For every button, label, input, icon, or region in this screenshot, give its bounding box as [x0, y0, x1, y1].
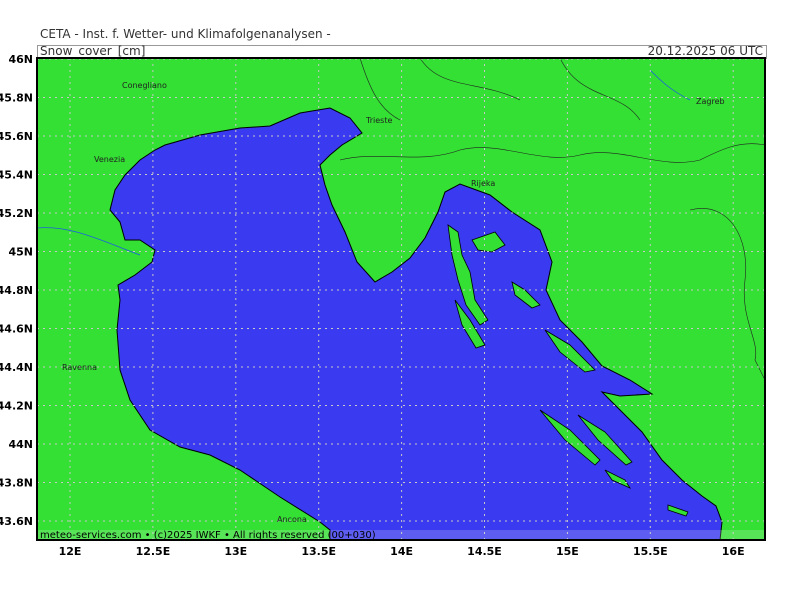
lon-tick-label: 14.5E	[467, 545, 502, 558]
island-small	[604, 469, 632, 489]
valid-time: 20.12.2025 06 UTC	[647, 44, 763, 58]
river-po	[36, 227, 141, 256]
figure-title: CETA - Inst. f. Wetter- und Klimafolgena…	[40, 27, 331, 41]
lat-tick-label: 45.8N	[0, 92, 33, 105]
lat-tick-label: 44.6N	[0, 323, 33, 336]
island-ugljan	[544, 329, 596, 373]
lat-tick-label: 44.8N	[0, 284, 33, 297]
map-frame	[36, 57, 766, 541]
parameter-label: Snow_cover_[cm]	[40, 44, 146, 58]
lat-tick-label: 44.4N	[0, 361, 33, 374]
lat-tick-label: 44N	[8, 438, 33, 451]
city-label-conegliano: Conegliano	[122, 81, 167, 90]
city-label-trieste: Trieste	[365, 116, 392, 125]
island-kornati	[577, 414, 633, 466]
lat-tick-label: 45.2N	[0, 207, 33, 220]
credit-text: meteo-services.com • (c)2025 IWKF • All …	[40, 530, 376, 541]
axis-ticks: 12E 12.5E 13E 13.5E 14E 14.5E 15E 15.5E 16E 46N 45…	[0, 53, 745, 558]
border-slovenia-croatia	[339, 143, 766, 163]
island-krk	[471, 231, 506, 253]
city-label-ancona: Ancona	[277, 515, 307, 524]
island-krk-cres	[447, 224, 489, 326]
city-label-rijeka: Rijeka	[471, 179, 495, 188]
lon-tick-label: 15E	[556, 545, 579, 558]
grid-lines	[37, 58, 765, 540]
city-label-venezia: Venezia	[94, 155, 125, 164]
lon-tick-label: 16E	[722, 545, 745, 558]
island-pag	[511, 281, 541, 309]
islands	[447, 224, 689, 517]
island-losinj	[454, 299, 486, 349]
lat-tick-label: 45.4N	[0, 169, 33, 182]
lat-tick-label: 43.8N	[0, 477, 33, 490]
lat-tick-label: 43.6N	[0, 515, 33, 528]
lon-tick-label: 12E	[59, 545, 82, 558]
lon-tick-label: 13.5E	[301, 545, 336, 558]
header-bar: Snow_cover_[cm] 20.12.2025 06 UTC	[37, 44, 767, 59]
lon-tick-label: 15.5E	[633, 545, 668, 558]
lon-tick-label: 13E	[224, 545, 247, 558]
island-south	[667, 504, 689, 517]
lon-tick-label: 14E	[390, 545, 413, 558]
island-dugi	[539, 409, 601, 466]
lat-tick-label: 46N	[8, 53, 33, 66]
city-label-ravenna: Ravenna	[62, 363, 97, 372]
lon-tick-label: 12.5E	[136, 545, 171, 558]
credit-strip	[37, 530, 765, 540]
lat-tick-label: 44.2N	[0, 400, 33, 413]
city-label-zagreb: Zagreb	[696, 97, 725, 106]
lat-tick-label: 45N	[8, 246, 33, 259]
lat-tick-label: 45.6N	[0, 130, 33, 143]
